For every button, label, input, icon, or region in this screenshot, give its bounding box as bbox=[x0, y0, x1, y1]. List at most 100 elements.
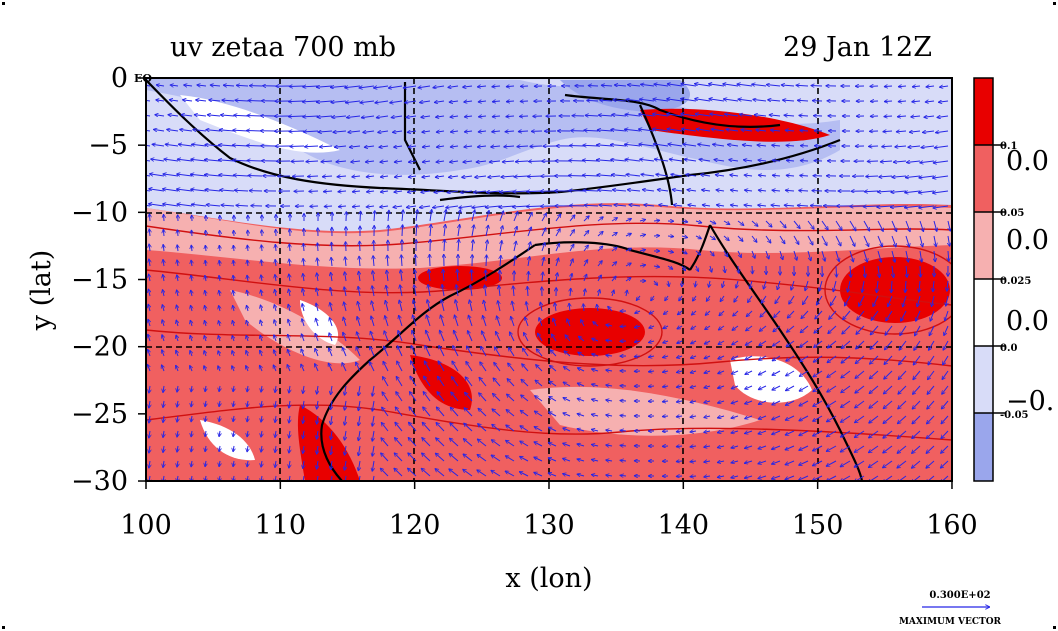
wind-vector bbox=[496, 316, 501, 327]
wind-vector bbox=[722, 280, 724, 288]
wind-vector bbox=[219, 130, 235, 131]
wind-vector bbox=[458, 239, 459, 252]
wind-vector bbox=[892, 265, 894, 278]
wind-vector bbox=[785, 130, 795, 131]
wind-vector bbox=[191, 275, 192, 282]
wind-vector bbox=[908, 146, 921, 147]
wind-vector bbox=[317, 116, 333, 117]
wind-vector bbox=[274, 319, 276, 327]
wind-vector bbox=[501, 176, 515, 177]
wind-vector bbox=[519, 116, 529, 117]
x-axis-ticks: 100 110 120 130 140 150 160 bbox=[120, 481, 978, 541]
x-tick-label: 110 bbox=[255, 510, 307, 541]
wind-vector bbox=[404, 101, 417, 103]
wind-vector bbox=[625, 277, 631, 282]
wind-vector bbox=[761, 295, 767, 303]
wind-vector bbox=[754, 115, 767, 116]
wind-vector bbox=[386, 285, 388, 297]
wind-vector bbox=[906, 265, 907, 278]
wind-vector bbox=[379, 146, 389, 147]
wind-vector bbox=[730, 205, 739, 206]
wind-vector bbox=[891, 280, 892, 293]
plot-area bbox=[146, 78, 952, 481]
wind-vector bbox=[302, 116, 319, 117]
wind-vector bbox=[261, 260, 262, 267]
wind-vector bbox=[896, 131, 907, 132]
wind-vector bbox=[247, 245, 248, 252]
wind-vector bbox=[904, 206, 921, 208]
wind-vector bbox=[361, 116, 375, 118]
colorbar-level-4: 0.0 bbox=[1000, 343, 1017, 354]
wind-vector bbox=[856, 325, 865, 335]
wind-vector bbox=[569, 215, 575, 222]
wind-vector bbox=[568, 176, 585, 177]
wind-vector bbox=[525, 317, 529, 327]
wind-vector bbox=[485, 206, 501, 208]
wind-vector bbox=[336, 161, 347, 162]
wind-vector bbox=[261, 275, 262, 282]
wind-vector bbox=[415, 269, 416, 282]
wind-vector bbox=[643, 205, 655, 206]
wind-vector bbox=[481, 331, 487, 342]
wind-vector bbox=[677, 310, 683, 315]
wind-vector bbox=[704, 325, 711, 330]
wind-vector bbox=[779, 235, 785, 244]
wind-vector bbox=[775, 295, 781, 304]
wind-vector bbox=[261, 290, 262, 297]
wind-vector bbox=[583, 216, 589, 222]
wind-vector bbox=[380, 176, 389, 177]
wind-vector bbox=[613, 100, 627, 101]
wind-vector bbox=[337, 176, 347, 177]
wind-vector bbox=[760, 310, 767, 317]
wind-vector bbox=[723, 250, 728, 257]
wind-vector bbox=[289, 244, 290, 252]
wind-vector bbox=[843, 310, 851, 320]
wind-vector bbox=[261, 245, 262, 252]
wind-vector bbox=[676, 446, 683, 447]
wind-vector bbox=[758, 175, 767, 176]
wind-vector bbox=[450, 146, 459, 147]
wind-vector bbox=[611, 218, 618, 222]
wind-vector bbox=[515, 161, 529, 162]
wind-vector bbox=[236, 205, 249, 206]
wind-vector bbox=[511, 316, 515, 327]
wind-vector bbox=[454, 315, 459, 327]
wind-vector bbox=[665, 295, 668, 301]
wind-vector bbox=[275, 259, 276, 267]
wind-vector bbox=[307, 176, 319, 177]
wind-vector bbox=[246, 320, 248, 327]
wind-vector bbox=[597, 246, 603, 252]
wind-vector bbox=[321, 161, 333, 162]
wind-vector bbox=[418, 86, 431, 88]
wind-vector bbox=[662, 341, 669, 343]
wind-vector bbox=[450, 131, 459, 132]
wind-vector bbox=[407, 131, 417, 132]
wind-vector bbox=[833, 280, 837, 292]
wind-vector bbox=[629, 205, 641, 206]
wind-vector bbox=[246, 350, 248, 357]
wind-vector bbox=[191, 144, 207, 146]
wind-vector bbox=[928, 340, 935, 351]
wind-vector bbox=[219, 260, 220, 267]
wind-vector bbox=[482, 315, 487, 327]
wind-vector bbox=[346, 241, 347, 252]
wind-vector bbox=[807, 250, 811, 261]
wind-vector bbox=[914, 340, 921, 351]
wind-vector bbox=[800, 161, 809, 162]
wind-vector bbox=[727, 144, 739, 146]
wind-vector bbox=[771, 205, 781, 206]
wind-vector bbox=[388, 210, 389, 222]
wind-vector bbox=[667, 129, 683, 132]
wind-vector bbox=[625, 114, 641, 116]
wind-vector bbox=[526, 191, 543, 192]
wind-vector bbox=[178, 144, 193, 146]
wind-vector bbox=[275, 244, 276, 252]
white-patch-4 bbox=[200, 420, 255, 461]
wind-vector bbox=[499, 225, 503, 237]
wind-vector bbox=[452, 345, 459, 357]
wind-vector bbox=[657, 190, 669, 192]
wind-vector bbox=[470, 284, 472, 297]
wind-vector bbox=[146, 100, 151, 101]
wind-vector bbox=[458, 224, 460, 237]
wind-vector bbox=[807, 220, 814, 230]
